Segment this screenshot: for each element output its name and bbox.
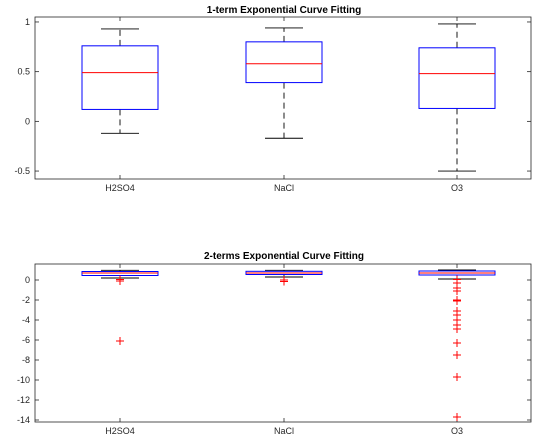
- y-tick-label: 0.5: [17, 67, 30, 77]
- x-axis: H2SO4 NaCl O3: [105, 264, 463, 436]
- y-tick-label: -6: [22, 335, 30, 345]
- outlier-point: [453, 325, 461, 333]
- outlier-point: [116, 277, 124, 285]
- outlier-point: [453, 351, 461, 359]
- box-marks: [81, 269, 496, 421]
- plot-2-terms: 2-terms Exponential Curve Fitting -14 -12…: [17, 251, 532, 436]
- box-iqr: [81, 45, 159, 110]
- y-tick-label: -0.5: [14, 166, 30, 176]
- box-marks: [81, 23, 496, 172]
- y-tick-label: 1: [25, 17, 30, 27]
- y-tick-label: -4: [22, 315, 30, 325]
- outlier-point: [280, 277, 288, 286]
- x-axis: H2SO4 NaCl O3: [105, 17, 463, 193]
- box-iqr: [418, 47, 496, 109]
- plot-1-term: 1-term Exponential Curve Fitting -0.5 0 0.…: [14, 5, 532, 193]
- outlier-point: [453, 287, 461, 295]
- x-tick-label: NaCl: [274, 426, 294, 436]
- outlier-point: [453, 373, 461, 381]
- chart-title: 1-term Exponential Curve Fitting: [207, 5, 361, 16]
- y-tick-label: 0: [25, 116, 30, 126]
- x-tick-label: H2SO4: [105, 183, 135, 193]
- plot-area-frame: [34, 16, 532, 180]
- box-iqr: [245, 41, 323, 84]
- y-tick-label: -12: [17, 395, 30, 405]
- chart-title: 2-terms Exponential Curve Fitting: [204, 251, 364, 262]
- y-tick-label: -14: [17, 415, 30, 425]
- x-tick-label: O3: [451, 183, 463, 193]
- y-tick-label: -10: [17, 375, 30, 385]
- y-tick-label: 0: [25, 275, 30, 285]
- x-tick-label: NaCl: [274, 183, 294, 193]
- y-axis: -0.5 0 0.5 1: [14, 17, 531, 176]
- y-tick-label: -2: [22, 295, 30, 305]
- x-tick-label: O3: [451, 426, 463, 436]
- outlier-point: [453, 339, 461, 347]
- outlier-point: [453, 413, 461, 421]
- outlier-point: [453, 297, 461, 305]
- outlier-point: [116, 337, 124, 345]
- y-axis: -14 -12 -10 -8 -6 -4 -2 0: [17, 275, 531, 425]
- y-tick-label: -8: [22, 355, 30, 365]
- x-tick-label: H2SO4: [105, 426, 135, 436]
- plot-area-frame: [34, 263, 532, 423]
